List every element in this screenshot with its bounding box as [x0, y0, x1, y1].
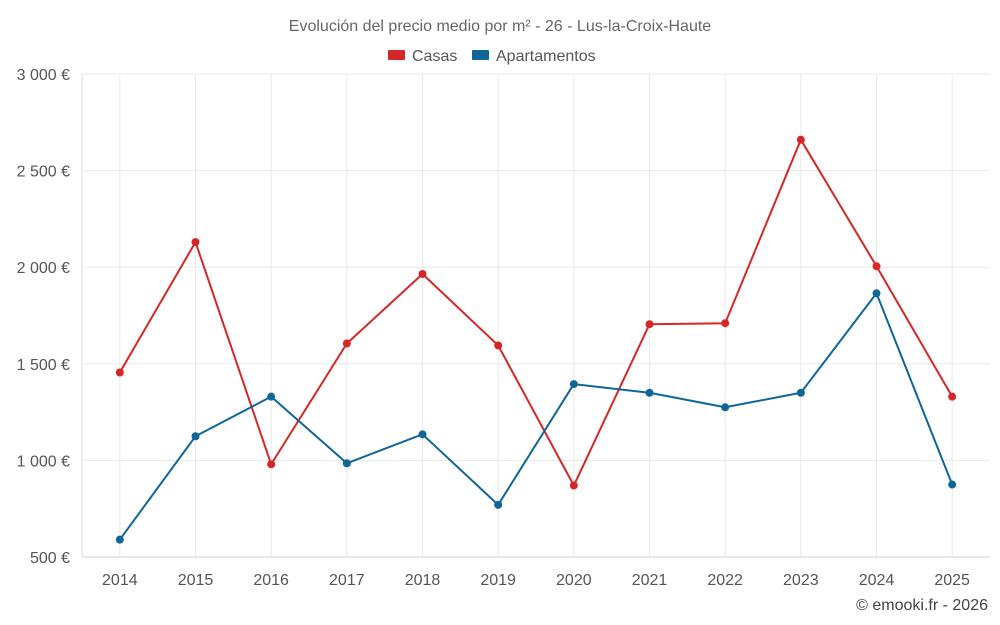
y-tick-label: 500 €: [30, 550, 70, 567]
data-point-apartamentos[interactable]: [645, 388, 654, 397]
data-point-apartamentos[interactable]: [796, 388, 805, 397]
series-apartamentos: [115, 289, 957, 544]
y-tick-label: 1 000 €: [17, 453, 70, 470]
data-point-casas[interactable]: [191, 238, 200, 247]
data-point-casas[interactable]: [342, 339, 351, 348]
data-point-casas[interactable]: [267, 460, 276, 469]
y-tick-label: 1 500 €: [17, 357, 70, 374]
data-point-casas[interactable]: [418, 269, 427, 278]
data-point-apartamentos[interactable]: [267, 392, 276, 401]
data-point-casas[interactable]: [569, 481, 578, 490]
x-tick-label: 2016: [253, 572, 289, 589]
x-tick-label: 2015: [178, 572, 214, 589]
legend-item-apartamentos[interactable]: Apartamentos: [472, 48, 596, 65]
chart-title: Evolución del precio medio por m² - 26 -…: [289, 18, 711, 35]
data-point-apartamentos[interactable]: [191, 432, 200, 441]
data-point-apartamentos[interactable]: [494, 500, 503, 509]
y-tick-label: 2 500 €: [17, 164, 70, 181]
data-point-casas[interactable]: [721, 319, 730, 328]
series-group: [115, 135, 957, 544]
x-tick-label: 2020: [556, 572, 592, 589]
legend: Casas Apartamentos: [388, 48, 596, 65]
data-point-casas[interactable]: [645, 320, 654, 329]
data-point-apartamentos[interactable]: [342, 459, 351, 468]
data-point-casas[interactable]: [494, 341, 503, 350]
x-tick-label: 2023: [783, 572, 819, 589]
legend-item-casas[interactable]: Casas: [388, 48, 457, 65]
series-casas: [115, 135, 957, 490]
x-tick-label: 2021: [632, 572, 668, 589]
data-point-casas[interactable]: [948, 392, 957, 401]
legend-label-apartamentos: Apartamentos: [496, 48, 596, 65]
data-point-apartamentos[interactable]: [721, 403, 730, 412]
x-axis: 2014 2015 2016 2017 2018 2019 2020 2021 2022 2023…: [82, 556, 990, 589]
y-axis: 500 € 1 000 € 1 500 € 2 000 € 2 500 € 3 000 €: [17, 67, 83, 567]
data-point-apartamentos[interactable]: [418, 430, 427, 439]
x-tick-label: 2022: [707, 572, 743, 589]
series-line-apartamentos: [119, 292, 954, 541]
legend-swatch-casas: [388, 50, 405, 60]
x-tick-label: 2019: [480, 572, 516, 589]
data-point-casas[interactable]: [796, 135, 805, 144]
series-line-casas: [118, 138, 954, 487]
data-point-casas[interactable]: [115, 368, 124, 377]
legend-label-casas: Casas: [412, 48, 457, 65]
x-tick-label: 2014: [102, 572, 138, 589]
data-point-apartamentos[interactable]: [948, 480, 957, 489]
credit-text: © emooki.fr - 2026: [856, 597, 988, 614]
data-point-casas[interactable]: [872, 262, 881, 271]
legend-swatch-apartamentos: [472, 50, 489, 60]
data-point-apartamentos[interactable]: [569, 380, 578, 389]
x-tick-label: 2024: [859, 572, 895, 589]
data-point-apartamentos[interactable]: [872, 289, 881, 298]
y-tick-label: 3 000 €: [17, 67, 70, 84]
x-tick-label: 2025: [934, 572, 970, 589]
grid: [82, 73, 990, 558]
data-point-apartamentos[interactable]: [115, 535, 124, 544]
y-tick-label: 2 000 €: [17, 260, 70, 277]
x-tick-label: 2018: [405, 572, 441, 589]
x-tick-label: 2017: [329, 572, 365, 589]
